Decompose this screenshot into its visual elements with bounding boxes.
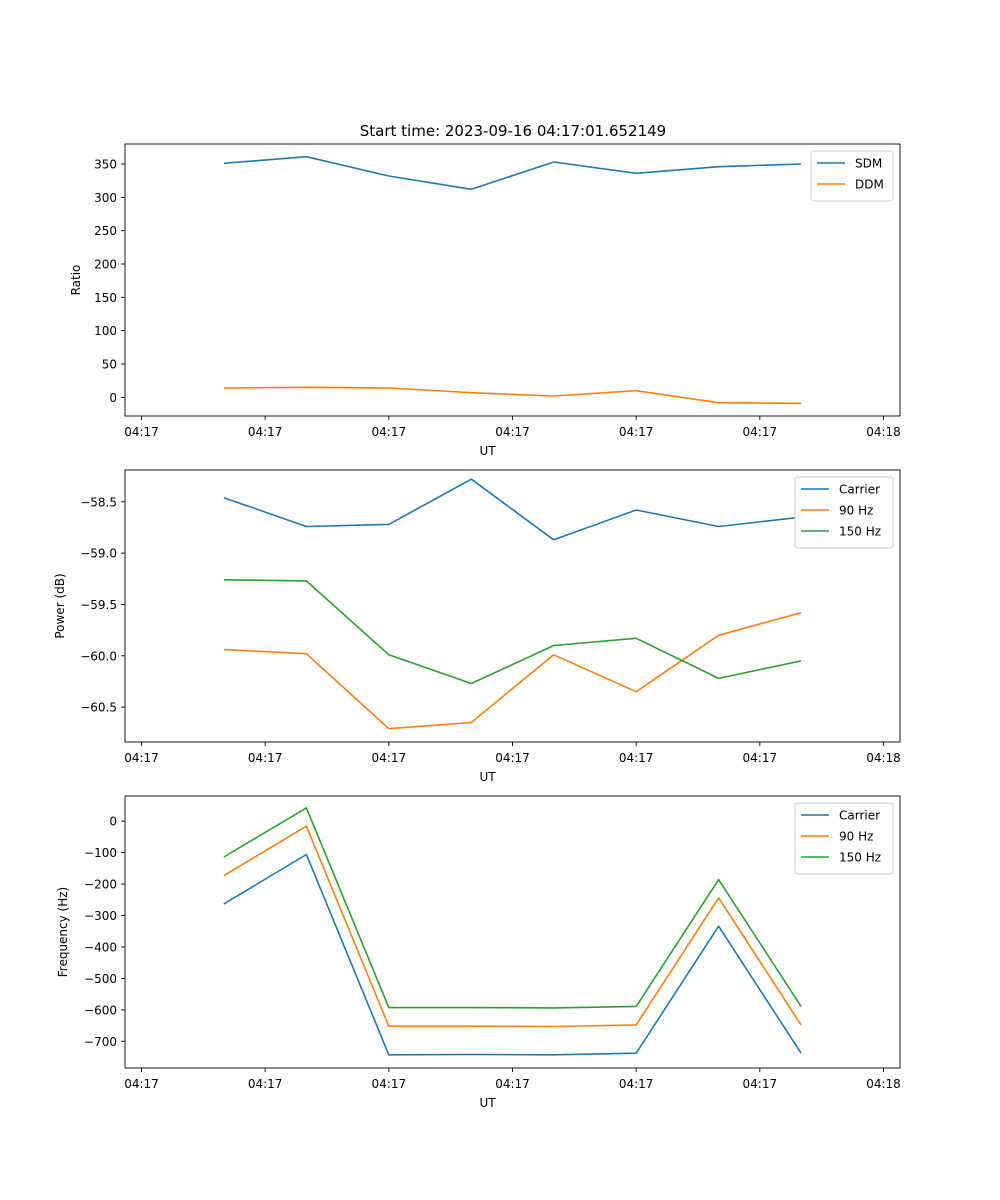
- legend-label: 150 Hz: [839, 525, 881, 539]
- x-tick-label: 04:17: [372, 425, 407, 439]
- legend-label: Carrier: [839, 809, 880, 823]
- x-axis-label: UT: [479, 444, 496, 458]
- x-tick-label: 04:17: [495, 425, 530, 439]
- legend-label: 90 Hz: [839, 830, 873, 844]
- x-tick-label: 04:18: [866, 425, 901, 439]
- panels: 04:17 04:17 04:17 04:17 04:17 04:17 04:18 0 50 10…: [53, 143, 901, 1110]
- series-line-carrier: [223, 478, 802, 541]
- y-tick-label: −700: [84, 1035, 117, 1049]
- x-axis-label: UT: [479, 1096, 496, 1110]
- y-tick-label: 200: [94, 258, 117, 272]
- y-tick-label: 300: [94, 191, 117, 205]
- y-tick-label: −59.0: [80, 547, 117, 561]
- y-axis-label: Frequency (Hz): [56, 887, 70, 978]
- figure-title: Start time: 2023-09-16 04:17:01.652149: [360, 122, 666, 140]
- series-line-90-hz: [223, 825, 802, 1028]
- y-axis-label: Power (dB): [53, 573, 67, 638]
- x-tick-label: 04:17: [124, 425, 159, 439]
- x-tick-label: 04:17: [743, 751, 778, 765]
- legend: Carrier 90 Hz 150 Hz: [794, 802, 894, 875]
- x-tick-label: 04:17: [124, 1077, 159, 1091]
- y-tick-label: −300: [84, 909, 117, 923]
- legend-label: Carrier: [839, 483, 880, 497]
- y-tick-label: 150: [94, 291, 117, 305]
- chart-panel-1: 04:17 04:17 04:17 04:17 04:17 04:17 04:18 0 50 10…: [69, 143, 901, 458]
- y-tick-label: 350: [94, 158, 117, 172]
- x-tick-label: 04:17: [619, 751, 654, 765]
- y-tick-label: 250: [94, 224, 117, 238]
- y-tick-label: 50: [102, 358, 117, 372]
- x-tick-label: 04:17: [495, 1077, 530, 1091]
- y-tick-label: 100: [94, 324, 117, 338]
- series-line-ddm: [223, 386, 802, 405]
- y-tick-label: 0: [109, 391, 117, 405]
- y-axis-label: Ratio: [69, 265, 83, 296]
- y-tick-label: −58.5: [80, 495, 117, 509]
- y-tick-label: −100: [84, 846, 117, 860]
- y-tick-label: 0: [109, 815, 117, 829]
- y-tick-label: −59.5: [80, 598, 117, 612]
- y-tick-label: −200: [84, 878, 117, 892]
- legend-label: SDM: [855, 157, 882, 171]
- x-tick-label: 04:17: [372, 751, 407, 765]
- x-tick-label: 04:17: [743, 425, 778, 439]
- x-tick-label: 04:18: [866, 751, 901, 765]
- x-tick-label: 04:17: [619, 1077, 654, 1091]
- x-tick-label: 04:18: [866, 1077, 901, 1091]
- y-tick-label: −500: [84, 972, 117, 986]
- y-tick-label: −60.0: [80, 649, 117, 663]
- series-line-150-hz: [223, 807, 802, 1009]
- chart-panel-3: 04:17 04:17 04:17 04:17 04:17 04:17 04:18 −700 −…: [56, 795, 901, 1110]
- series-line-150-hz: [223, 579, 802, 685]
- x-tick-label: 04:17: [248, 751, 283, 765]
- legend-label: 90 Hz: [839, 504, 873, 518]
- series-line-90-hz: [223, 611, 802, 730]
- x-tick-label: 04:17: [495, 751, 530, 765]
- y-tick-label: −600: [84, 1003, 117, 1017]
- y-tick-label: −60.5: [80, 701, 117, 715]
- series-line-sdm: [223, 155, 802, 191]
- x-tick-label: 04:17: [619, 425, 654, 439]
- x-axis-label: UT: [479, 770, 496, 784]
- legend-label: DDM: [855, 178, 884, 192]
- y-tick-label: −400: [84, 940, 117, 954]
- legend: SDM DDM: [810, 150, 894, 202]
- legend-label: 150 Hz: [839, 851, 881, 865]
- x-tick-label: 04:17: [248, 425, 283, 439]
- series-line-carrier: [223, 853, 802, 1056]
- x-tick-label: 04:17: [248, 1077, 283, 1091]
- x-tick-label: 04:17: [743, 1077, 778, 1091]
- x-tick-label: 04:17: [372, 1077, 407, 1091]
- chart-panel-2: 04:17 04:17 04:17 04:17 04:17 04:17 04:18 −60.5…: [53, 469, 901, 784]
- x-tick-label: 04:17: [124, 751, 159, 765]
- legend: Carrier 90 Hz 150 Hz: [794, 476, 894, 549]
